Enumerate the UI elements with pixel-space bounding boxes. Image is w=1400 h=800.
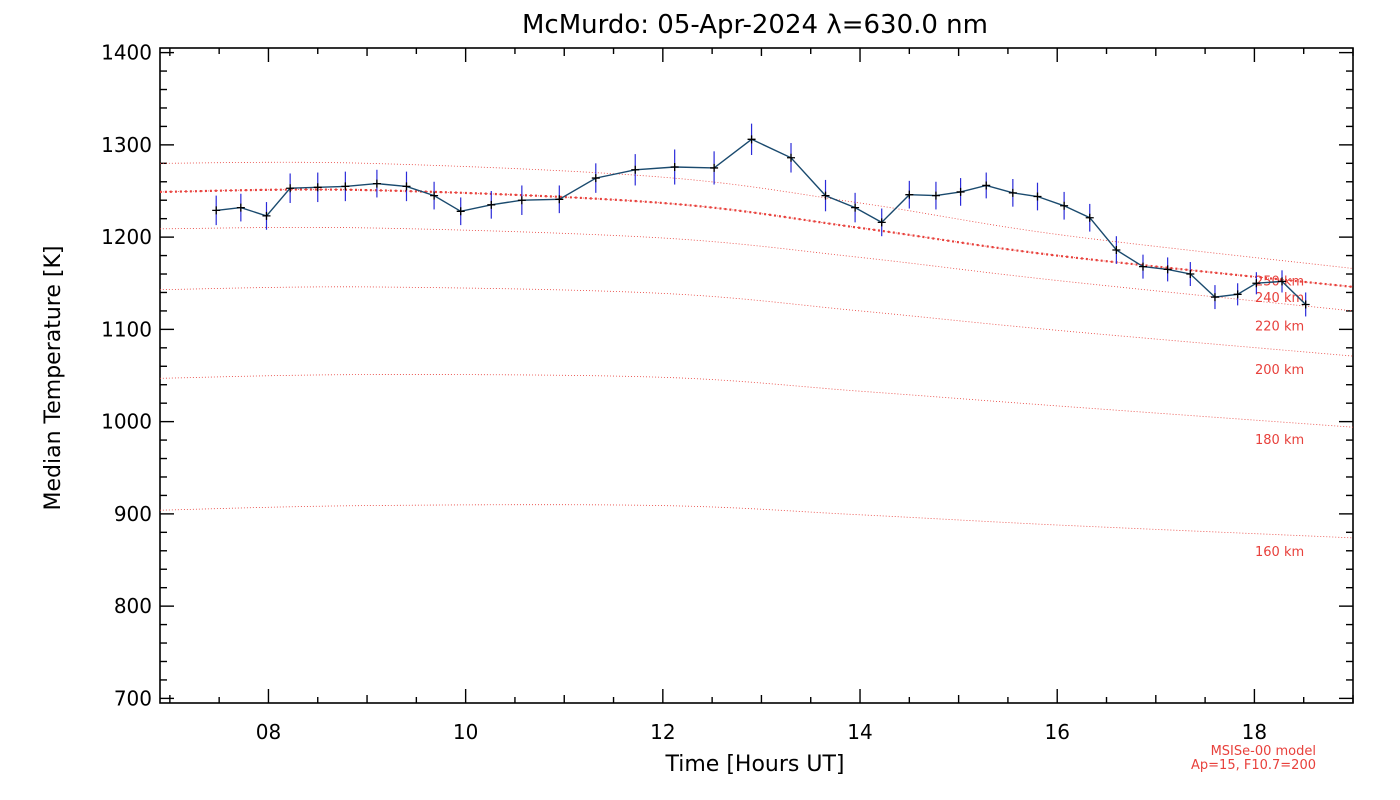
- data-point: [1033, 192, 1042, 201]
- data-point: [747, 135, 756, 144]
- x-tick-label: 12: [650, 720, 675, 744]
- data-point: [456, 207, 465, 216]
- model-curve-label: 220 km: [1255, 320, 1304, 335]
- y-axis-title: Median Temperature [K]: [41, 246, 66, 511]
- model-curve-label: 240 km: [1255, 291, 1304, 306]
- data-point: [787, 153, 796, 162]
- model-curve: [159, 504, 1354, 539]
- data-point: [1233, 290, 1242, 299]
- x-tick-label: 18: [1242, 720, 1267, 744]
- data-point: [262, 211, 271, 220]
- chart-title: McMurdo: 05-Apr-2024 λ=630.0 nm: [522, 10, 988, 40]
- data-point: [313, 183, 322, 192]
- model-curve: [159, 226, 1354, 312]
- data-point: [1210, 293, 1219, 302]
- data-point: [1008, 188, 1017, 197]
- data-point: [877, 218, 886, 227]
- y-tick-label: 800: [114, 594, 152, 618]
- y-axis-tick-labels: 700 800 900 1000 1100 1200 1300 1400: [101, 41, 152, 711]
- model-curve-label: 160 km: [1255, 545, 1304, 560]
- plot-border: [159, 47, 1354, 704]
- data-point: [1278, 277, 1287, 286]
- x-axis-title: Time [Hours UT]: [665, 752, 845, 777]
- y-tick-label: 1100: [101, 317, 152, 341]
- data-point: [1252, 279, 1261, 288]
- data-point: [956, 187, 965, 196]
- data-point: [212, 206, 221, 215]
- y-axis-ticks: [160, 51, 1353, 700]
- model-curve-label: 180 km: [1255, 433, 1304, 448]
- temperature-line: [216, 138, 1307, 306]
- data-point: [670, 163, 679, 172]
- data-point: [236, 203, 245, 212]
- data-point: [372, 179, 381, 188]
- y-tick-label: 700: [114, 686, 152, 710]
- model-curve: [159, 161, 1354, 269]
- model-curve: [159, 286, 1354, 357]
- data-point: [905, 190, 914, 199]
- model-curve-label: 200 km: [1255, 363, 1304, 378]
- x-axis-tick-labels: 08 10 12 14 16 18: [256, 720, 1267, 744]
- data-point: [1186, 270, 1195, 279]
- data-point: [851, 203, 860, 212]
- data-point: [1138, 262, 1147, 271]
- x-tick-label: 08: [256, 720, 281, 744]
- data-point: [1085, 213, 1094, 222]
- model-curve: [159, 188, 1354, 288]
- x-tick-label: 16: [1044, 720, 1069, 744]
- data-point: [710, 163, 719, 172]
- data-point: [341, 182, 350, 191]
- data-point: [591, 174, 600, 183]
- data-point: [430, 191, 439, 200]
- model-annotation-line2: Ap=15, F10.7=200: [1191, 758, 1316, 773]
- model-curve: [159, 374, 1354, 428]
- data-point: [982, 181, 991, 190]
- data-point: [487, 200, 496, 209]
- model-annotation-line1: MSISe-00 model: [1211, 744, 1316, 759]
- data-point: [402, 182, 411, 191]
- data-point: [631, 165, 640, 174]
- y-tick-label: 1200: [101, 225, 152, 249]
- y-tick-label: 1300: [101, 133, 152, 157]
- data-point: [931, 191, 940, 200]
- data-point: [286, 184, 295, 193]
- y-tick-label: 1000: [101, 410, 152, 434]
- y-tick-label: 1400: [101, 41, 152, 65]
- x-axis-ticks: [169, 48, 1354, 703]
- x-tick-label: 10: [453, 720, 478, 744]
- x-tick-label: 14: [847, 720, 872, 744]
- data-point: [517, 196, 526, 205]
- data-point: [555, 195, 564, 204]
- data-series: [212, 123, 1310, 317]
- model-curves: [159, 161, 1354, 539]
- data-point: [1301, 300, 1310, 309]
- y-tick-label: 900: [114, 502, 152, 526]
- data-point: [1060, 201, 1069, 210]
- model-curve: [159, 189, 1354, 288]
- plot-frame: [159, 47, 1354, 704]
- data-point: [821, 191, 830, 200]
- data-point: [1163, 265, 1172, 274]
- data-point: [1112, 246, 1121, 255]
